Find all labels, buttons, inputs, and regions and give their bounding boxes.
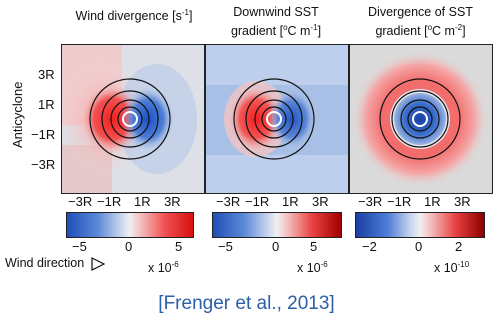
title-line-2: gradient [oC m-1] (206, 20, 346, 39)
x-tick: 1R (424, 194, 441, 209)
title-superscript: -1 (310, 23, 318, 32)
y-tick: 3R (38, 67, 55, 82)
x-tick: 1R (134, 194, 151, 209)
panel-title-wind-divergence: Wind divergence [s-1] (60, 5, 208, 24)
colorbar-tick: 2 (455, 239, 463, 254)
title-text-close: ] (317, 24, 322, 39)
title-text: Wind divergence [s (75, 9, 182, 24)
title-superscript: -1 (181, 8, 189, 17)
title-text: C m (432, 24, 455, 39)
colorbar-scale: x 10-6 (148, 260, 179, 275)
title-text-close: ] (462, 24, 466, 39)
title-text: gradient [ (375, 24, 428, 39)
scale-base: x 10 (297, 261, 321, 276)
downwind-sst-gradient-field (206, 45, 348, 193)
wind-direction-legend: Wind direction (5, 256, 106, 271)
title-superscript: -2 (454, 23, 463, 32)
colorbar-tick: −2 (362, 239, 377, 254)
colorbar-tick: 0 (272, 239, 280, 254)
scale-base: x 10 (434, 261, 458, 276)
title-text: gradient [ (230, 24, 284, 39)
y-tick: −3R (31, 157, 56, 172)
panel-title-divergence-sst-gradient: Divergence of SST gradient [oC m-2] (348, 5, 493, 39)
wind-divergence-field (62, 45, 204, 193)
x-tick: −1R (97, 194, 122, 209)
y-tick: −1R (31, 127, 56, 142)
scale-exponent: -6 (171, 260, 179, 269)
wind-arrow-icon (91, 256, 106, 271)
wind-direction-label: Wind direction (5, 256, 85, 270)
scale-base: x 10 (148, 261, 172, 276)
colorbar-tick: −5 (218, 239, 233, 254)
divergence-sst-gradient-field (350, 45, 492, 193)
x-tick: −1R (245, 194, 270, 209)
title-superscript: o (427, 23, 433, 32)
colorbar-divergence-sst-gradient (355, 212, 485, 238)
title-line-1: Downwind SST (233, 5, 319, 19)
panel-downwind-sst-gradient (205, 44, 349, 194)
x-tick: 3R (312, 194, 329, 209)
panel-wind-divergence (61, 44, 205, 194)
colorbar-tick: 0 (125, 239, 133, 254)
title-superscript: o (283, 23, 288, 32)
colorbar-downwind-sst-gradient (212, 212, 342, 238)
title-text-close: ] (188, 9, 193, 24)
y-tick: 1R (38, 97, 55, 112)
panel-title-downwind-sst-gradient: Downwind SST gradient [oC m-1] (206, 5, 346, 39)
title-text: C m (287, 24, 311, 39)
colorbar-tick: 5 (175, 239, 183, 254)
title-line-1: Divergence of SST (368, 5, 473, 19)
x-tick: −1R (387, 194, 412, 209)
x-tick: −3R (358, 194, 383, 209)
colorbar-scale: x 10-10 (434, 260, 469, 275)
row-label-anticyclone: Anticyclone (10, 81, 25, 148)
x-tick: −3R (68, 194, 93, 209)
scale-exponent: -10 (457, 260, 470, 269)
colorbar-tick: 5 (310, 239, 318, 254)
colorbar-tick: −5 (72, 239, 87, 254)
x-tick: 3R (164, 194, 181, 209)
x-tick: −3R (216, 194, 241, 209)
colorbar-tick: 0 (415, 239, 423, 254)
title-line-2: gradient [oC m-2] (348, 20, 493, 39)
x-tick: 1R (282, 194, 299, 209)
panel-divergence-sst-gradient (349, 44, 493, 194)
colorbar-wind-divergence (66, 212, 194, 238)
colorbar-scale: x 10-6 (297, 260, 328, 275)
scale-exponent: -6 (320, 260, 328, 269)
citation: [Frenger et al., 2013] (158, 293, 335, 314)
x-tick: 3R (454, 194, 471, 209)
